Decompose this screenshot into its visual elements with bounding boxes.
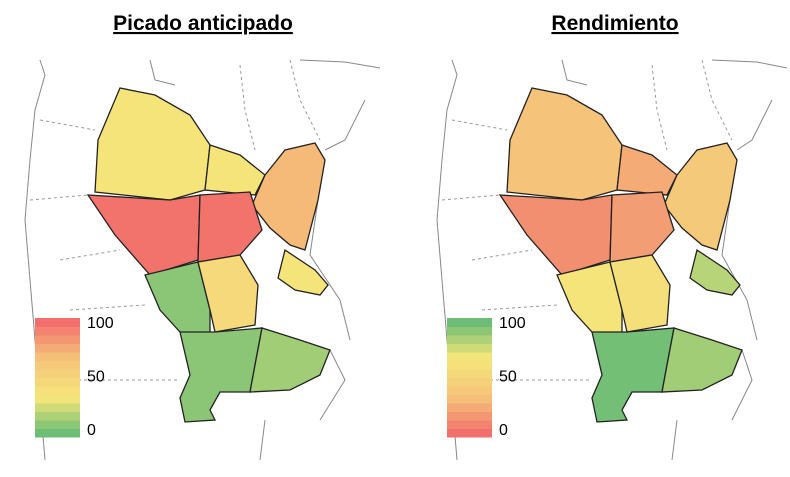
region: [251, 142, 326, 251]
panel-1-background: [436, 59, 788, 461]
legend-swatch: [35, 326, 80, 336]
region: [609, 191, 675, 263]
legend-swatch: [447, 343, 492, 353]
legend-swatch: [35, 411, 80, 421]
region: [663, 142, 738, 251]
legend-swatch: [35, 352, 80, 361]
region: [277, 248, 329, 296]
legend-tick-label: 0: [499, 422, 508, 439]
legend-swatch: [447, 335, 492, 344]
legend-swatch: [35, 420, 80, 429]
legend-swatch: [447, 386, 492, 395]
region: [498, 194, 613, 276]
legend-swatch: [447, 411, 492, 421]
map-panel: Rendimiento 100 50 0: [447, 12, 743, 439]
region: [249, 327, 331, 393]
region: [94, 87, 211, 201]
legend-swatch: [35, 403, 80, 412]
region: [689, 248, 741, 296]
legend-swatch: [35, 394, 80, 404]
region: [204, 144, 266, 196]
legend-swatch: [447, 403, 492, 412]
legend-swatch: [447, 360, 492, 370]
map-panel: Picado anticipado 100 50 0: [35, 12, 331, 439]
legend-tick-label: 0: [87, 422, 96, 439]
region: [197, 191, 263, 263]
legend-swatch: [447, 352, 492, 361]
legend-swatch: [447, 428, 492, 438]
region: [616, 144, 678, 196]
region: [609, 254, 671, 333]
legend-swatch: [35, 343, 80, 353]
legend-swatch: [447, 420, 492, 429]
legend-swatch: [35, 360, 80, 370]
legend-swatch: [447, 318, 492, 327]
legend-swatch: [35, 428, 80, 438]
legend-swatch: [447, 377, 492, 387]
panel-0-background: [24, 59, 381, 461]
region: [506, 87, 623, 201]
legend-swatch: [447, 326, 492, 336]
map-title: Picado anticipado: [113, 12, 293, 35]
region: [197, 254, 259, 333]
legend-swatch: [447, 369, 492, 378]
map-title: Rendimiento: [551, 12, 678, 35]
legend-swatch: [35, 369, 80, 378]
region: [86, 194, 201, 276]
legend-tick-label: 50: [499, 369, 517, 386]
legend-swatch: [35, 377, 80, 387]
legend-swatch: [35, 386, 80, 395]
region: [661, 327, 743, 393]
region: [179, 327, 263, 423]
legend-swatch: [35, 318, 80, 327]
legend-swatch: [447, 394, 492, 404]
legend-tick-label: 100: [87, 315, 114, 332]
region: [591, 327, 675, 423]
legend-tick-label: 50: [87, 369, 105, 386]
legend-swatch: [35, 335, 80, 344]
legend-tick-label: 100: [499, 315, 526, 332]
